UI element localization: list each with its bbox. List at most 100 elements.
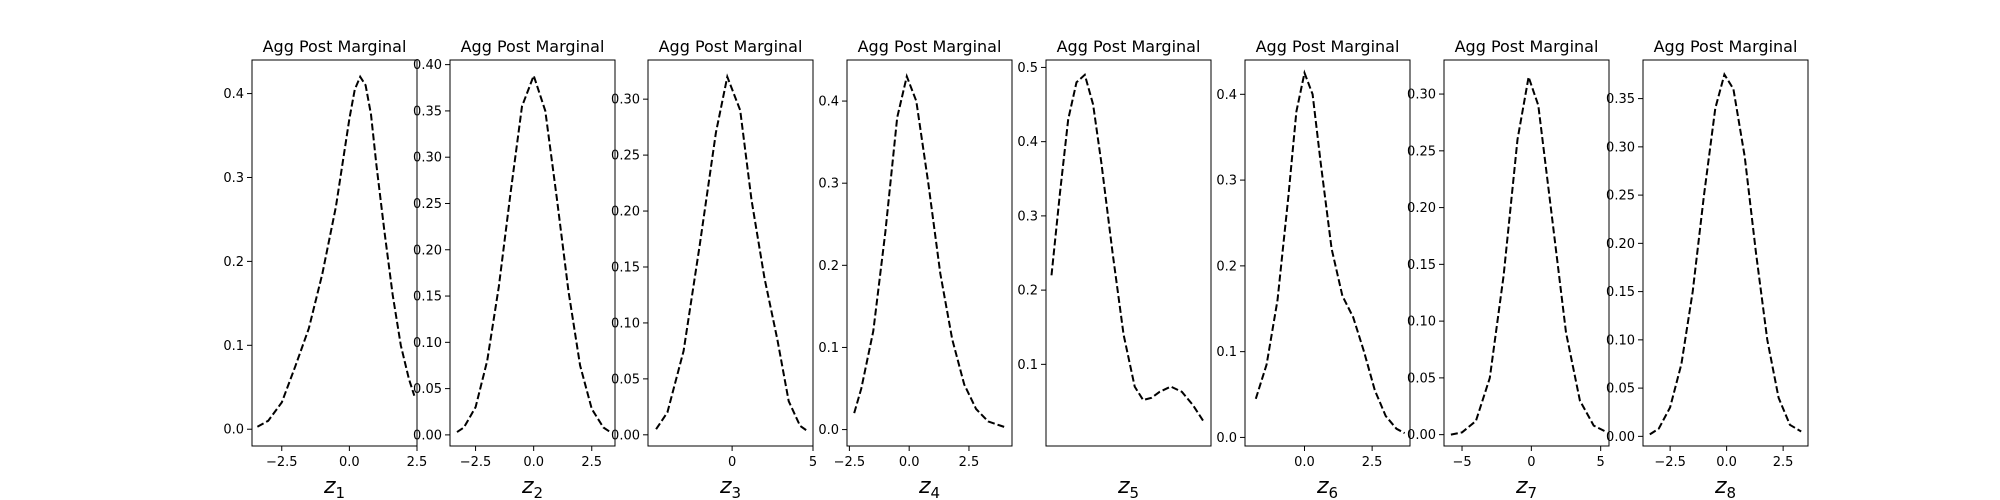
y-tick-label: 0.0 [223,423,244,438]
y-tick-label: 0.40 [413,58,442,73]
subplot-z2: Agg Post Marginal −2.5 0.0 2.5 0.00 0.05 0.10 0… [413,37,616,500]
x-axis-label: z8 [1714,474,1736,500]
x-tick-label: −2.5 [834,455,866,470]
y-tick-label: 0.25 [413,197,442,212]
y-tick-label: 0.1 [223,339,244,354]
axes-frame [251,59,418,447]
subplot-z1: Agg Post Marginal −2.5 0.0 2.5 0.0 0.1 0.2 0.3 0… [223,37,427,500]
density-curve [655,73,809,433]
x-axis-label: z7 [1515,474,1537,500]
y-tick-label: 0.5 [1017,61,1038,76]
axes-frame [846,59,1013,447]
y-tick-label: 0.4 [223,87,244,102]
x-tick-label: 2.5 [407,455,428,470]
x-axis-label: z5 [1117,474,1139,500]
y-tick-label: 0.4 [818,95,839,110]
axes-frame [1443,59,1610,447]
subplot-title: Agg Post Marginal [1455,37,1599,56]
subplot-title: Agg Post Marginal [659,37,803,56]
axes-frame [449,59,616,447]
subplot-z4: Agg Post Marginal −2.5 0.0 2.5 0.0 0.1 0.2 0.3 0… [818,37,1013,500]
x-tick-label: 0.0 [1294,455,1315,470]
axes-frame [1642,59,1809,447]
y-tick-label: 0.05 [1606,382,1635,397]
y-tick-label: 0.10 [611,316,640,331]
y-tick-label: 0.10 [1606,333,1635,348]
axes-frame [1045,59,1212,447]
y-tick-label: 0.30 [611,93,640,108]
x-tick-label: −2.5 [1654,455,1686,470]
x-tick-label: 0 [728,455,736,470]
y-tick-label: 0.3 [1216,174,1237,189]
y-tick-label: 0.3 [1017,209,1038,224]
x-axis-label: z4 [918,474,940,500]
x-axis-label: z6 [1316,474,1338,500]
y-tick-label: 0.35 [1606,92,1635,107]
subplot-z3: Agg Post Marginal 0 5 0.00 0.05 0.10 0.15 0.20 0… [611,37,817,500]
y-tick-label: 0.10 [1407,315,1436,330]
y-tick-label: 0.05 [611,372,640,387]
y-tick-label: 0.2 [1216,259,1237,274]
y-tick-label: 0.00 [1606,430,1635,445]
subplot-z8: Agg Post Marginal −2.5 0.0 2.5 0.00 0.05 0.10 0… [1606,37,1809,500]
y-tick-label: 0.3 [223,171,244,186]
y-tick-label: 0.10 [413,336,442,351]
x-tick-label: 2.5 [581,455,602,470]
axes-frame [647,59,814,447]
y-tick-label: 0.20 [611,205,640,220]
x-tick-label: 0 [1527,455,1535,470]
y-tick-label: 0.05 [1407,371,1436,386]
y-tick-label: 0.00 [611,428,640,443]
y-tick-label: 0.2 [818,259,839,274]
y-tick-label: 0.20 [1606,237,1635,252]
y-tick-label: 0.15 [611,260,640,275]
y-tick-label: 0.25 [1407,144,1436,159]
x-tick-label: 2.5 [959,455,980,470]
density-curve [456,72,611,433]
y-tick-label: 0.20 [1407,201,1436,216]
x-tick-label: 5 [1597,455,1605,470]
density-curve [1254,69,1406,434]
y-tick-label: 0.3 [818,177,839,192]
y-tick-label: 0.2 [223,255,244,270]
x-axis-label: z1 [323,474,345,500]
y-tick-label: 0.20 [413,243,442,258]
density-curve [1450,76,1606,436]
y-tick-label: 0.0 [818,423,839,438]
y-tick-label: 0.30 [1606,140,1635,155]
y-tick-label: 0.15 [413,290,442,305]
x-tick-label: −2.5 [460,455,492,470]
y-tick-label: 0.2 [1017,284,1038,299]
x-tick-label: 2.5 [1773,455,1794,470]
subplot-title: Agg Post Marginal [461,37,605,56]
y-tick-label: 0.00 [413,428,442,443]
y-tick-label: 0.1 [1216,345,1237,360]
subplot-title: Agg Post Marginal [1654,37,1798,56]
x-axis-label: z3 [719,474,741,500]
y-tick-label: 0.25 [611,149,640,164]
y-tick-label: 0.0 [1216,431,1237,446]
subplot-title: Agg Post Marginal [1256,37,1400,56]
y-tick-label: 0.35 [413,104,442,119]
density-curve [1649,72,1802,436]
x-tick-label: 0.0 [899,455,920,470]
subplot-title: Agg Post Marginal [263,37,407,56]
y-tick-label: 0.05 [413,382,442,397]
x-tick-label: 5 [809,455,817,470]
x-tick-label: 2.5 [1362,455,1383,470]
subplot-z7: Agg Post Marginal −5 0 5 0.00 0.05 0.10 0.15 0.2… [1407,37,1610,500]
y-tick-label: 0.25 [1606,189,1635,204]
y-tick-label: 0.15 [1407,258,1436,273]
density-curve [853,73,1006,429]
x-tick-label: 0.0 [523,455,544,470]
axes-frame [1244,59,1411,447]
x-tick-label: 0.0 [339,455,360,470]
y-tick-label: 0.30 [413,151,442,166]
y-tick-label: 0.30 [1407,88,1436,103]
y-tick-label: 0.1 [1017,358,1038,373]
density-curve [256,74,416,428]
subplot-title: Agg Post Marginal [858,37,1002,56]
y-tick-label: 0.4 [1216,88,1237,103]
density-curve [1050,72,1205,423]
